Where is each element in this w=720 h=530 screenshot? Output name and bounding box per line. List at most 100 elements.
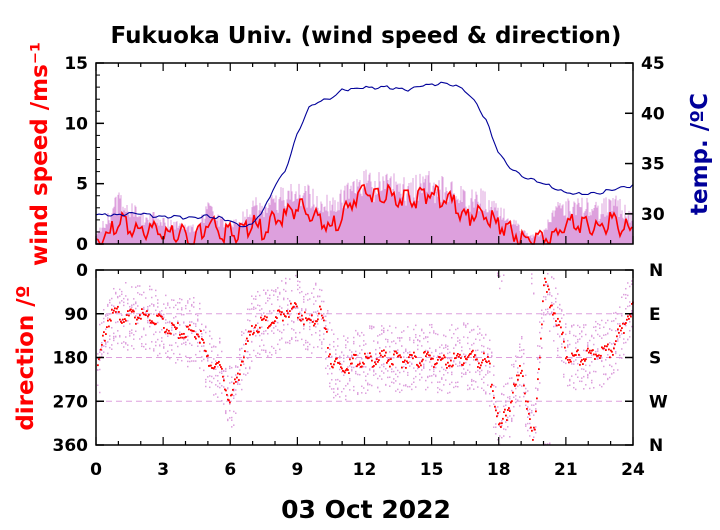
- compass-tick-label: N: [649, 436, 663, 456]
- mean-direction-point: [560, 326, 562, 329]
- direction-sample-point: [571, 324, 573, 327]
- direction-sample-point: [629, 329, 631, 332]
- mean-direction-point: [247, 340, 249, 342]
- direction-sample-point: [219, 382, 221, 385]
- mean-direction-point: [146, 310, 148, 313]
- direction-sample-point: [513, 365, 515, 368]
- direction-sample-point: [341, 390, 343, 393]
- direction-sample-point: [481, 334, 483, 336]
- direction-sample-point: [361, 358, 363, 360]
- direction-sample-point: [579, 333, 581, 335]
- direction-sample-point: [221, 350, 223, 353]
- mean-direction-point: [265, 319, 267, 322]
- direction-sample-point: [509, 415, 511, 417]
- direction-sample-point: [467, 322, 469, 325]
- direction-sample-point: [435, 350, 437, 353]
- mean-direction-point: [513, 383, 515, 386]
- direction-sample-point: [433, 373, 435, 376]
- mean-direction-point: [126, 314, 128, 316]
- mean-direction-point: [102, 334, 104, 337]
- mean-direction-point: [595, 353, 597, 356]
- direction-sample-point: [423, 365, 425, 367]
- mean-direction-point: [571, 352, 573, 355]
- direction-sample-point: [161, 329, 163, 331]
- mean-direction-point: [171, 322, 173, 325]
- direction-sample-point: [513, 382, 515, 384]
- mean-direction-point: [338, 362, 340, 364]
- direction-sample-point: [353, 342, 355, 345]
- direction-sample-point: [325, 351, 327, 353]
- direction-sample-point: [447, 345, 449, 348]
- direction-sample-point: [169, 306, 171, 309]
- direction-sample-point: [199, 308, 201, 310]
- direction-sample-point: [591, 334, 593, 337]
- direction-sample-point: [509, 377, 511, 380]
- mean-direction-point: [462, 364, 464, 366]
- direction-sample-point: [471, 378, 473, 381]
- mean-direction-point: [405, 366, 407, 369]
- mean-direction-point: [548, 288, 550, 291]
- direction-sample-point: [203, 369, 205, 372]
- direction-sample-point: [259, 345, 261, 347]
- direction-sample-point: [563, 376, 565, 378]
- mean-direction-point: [311, 314, 313, 317]
- direction-sample-point: [545, 308, 547, 311]
- direction-sample-point: [393, 370, 395, 373]
- direction-sample-point: [117, 342, 119, 345]
- mean-direction-point: [97, 364, 99, 367]
- direction-sample-point: [367, 373, 369, 375]
- direction-sample-point: [231, 416, 233, 419]
- mean-direction-point: [246, 337, 248, 340]
- direction-sample-point: [425, 388, 427, 391]
- mean-direction-point: [166, 328, 168, 331]
- direction-sample-point: [493, 365, 495, 367]
- direction-sample-point: [315, 284, 317, 286]
- direction-sample-point: [437, 387, 439, 389]
- mean-direction-point: [321, 314, 323, 317]
- direction-sample-point: [389, 345, 391, 348]
- direction-sample-point: [527, 390, 529, 392]
- direction-sample-point: [363, 344, 365, 346]
- direction-sample-point: [111, 297, 113, 300]
- mean-direction-point: [288, 316, 290, 318]
- direction-sample-point: [305, 339, 307, 342]
- mean-direction-point: [176, 327, 178, 329]
- direction-sample-point: [213, 394, 215, 396]
- direction-sample-point: [603, 365, 605, 368]
- mean-direction-point: [582, 363, 584, 366]
- direction-sample-point: [135, 315, 137, 317]
- mean-direction-point: [483, 352, 485, 355]
- direction-sample-point: [347, 366, 349, 368]
- direction-sample-point: [353, 340, 355, 343]
- mean-direction-point: [552, 313, 554, 316]
- direction-sample-point: [455, 385, 457, 388]
- direction-sample-point: [183, 342, 185, 344]
- mean-direction-point: [133, 310, 135, 313]
- mean-direction-point: [425, 355, 427, 358]
- direction-sample-point: [469, 371, 471, 373]
- mean-direction-point: [173, 324, 175, 327]
- direction-sample-point: [169, 321, 171, 324]
- direction-sample-point: [561, 310, 563, 312]
- mean-direction-point: [105, 333, 107, 335]
- direction-sample-point: [283, 312, 285, 315]
- mean-direction-point: [403, 361, 405, 363]
- direction-sample-point: [501, 419, 503, 422]
- mean-direction-point: [245, 343, 247, 345]
- direction-sample-point: [397, 388, 399, 391]
- compass-tick-label: W: [649, 392, 668, 412]
- direction-sample-point: [459, 361, 461, 363]
- direction-sample-point: [103, 317, 105, 320]
- direction-sample-point: [201, 333, 203, 335]
- direction-sample-point: [205, 331, 207, 334]
- direction-sample-point: [593, 343, 595, 346]
- direction-sample-point: [357, 333, 359, 336]
- direction-sample-point: [329, 382, 331, 385]
- direction-sample-point: [345, 346, 347, 349]
- direction-sample-point: [279, 348, 281, 351]
- direction-sample-point: [305, 348, 307, 350]
- direction-sample-point: [537, 388, 539, 390]
- mean-direction-point: [158, 313, 160, 316]
- mean-direction-point: [365, 355, 367, 358]
- mean-direction-point: [427, 351, 429, 354]
